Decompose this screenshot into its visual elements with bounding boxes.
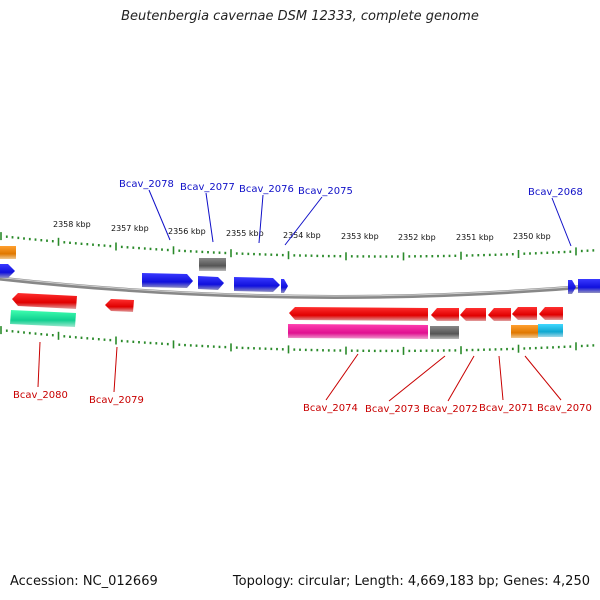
lower-tick-track [0, 326, 595, 355]
gene-label[interactable]: Bcav_2079 [89, 395, 144, 406]
upper-gene-labels: Bcav_2078 Bcav_2077 Bcav_2076 Bcav_2075 … [119, 179, 583, 247]
gene-forward[interactable] [142, 273, 193, 288]
gene-label[interactable]: Bcav_2068 [528, 187, 583, 198]
gene-forward[interactable] [198, 276, 224, 290]
gene-reverse[interactable] [105, 299, 134, 312]
leader-line [524, 355, 562, 401]
kbp-label: 2356 kbp [168, 227, 206, 236]
gene-reverse[interactable] [488, 308, 511, 321]
gene-forward[interactable] [281, 279, 288, 293]
leader-line [284, 196, 323, 246]
gene-label[interactable]: Bcav_2075 [298, 186, 353, 197]
leader-line [113, 346, 118, 393]
gene-label[interactable]: Bcav_2073 [365, 404, 420, 415]
gene-reverse[interactable] [512, 307, 537, 320]
gene-label[interactable]: Bcav_2077 [180, 182, 235, 193]
gene-label[interactable]: Bcav_2072 [423, 404, 478, 415]
gene-label[interactable]: Bcav_2076 [239, 184, 294, 195]
kbp-label: 2357 kbp [111, 224, 149, 233]
pseudogene[interactable] [430, 326, 459, 339]
gene-reverse[interactable] [289, 307, 428, 321]
gene-reverse[interactable] [539, 307, 563, 320]
leader-line [258, 194, 264, 244]
genome-backbone [0, 276, 600, 299]
rna-feature-orange[interactable] [0, 246, 16, 259]
upper-tick-track [0, 232, 595, 261]
gene-forward[interactable] [0, 264, 15, 278]
kbp-label: 2358 kbp [53, 220, 91, 229]
magenta-feature[interactable] [288, 324, 428, 339]
leader-line [205, 192, 214, 243]
gene-forward[interactable] [234, 277, 280, 292]
leader-line [388, 355, 446, 402]
upper-features [0, 246, 600, 294]
leader-line [551, 197, 572, 247]
genome-backbone-highlight [0, 277, 600, 297]
accession-text: Accession: NC_012669 [10, 574, 158, 589]
leader-line [447, 355, 475, 402]
kbp-scale: 2358 kbp 2357 kbp 2356 kbp 2355 kbp 2354… [53, 220, 551, 242]
lower-features [10, 293, 563, 339]
kbp-label: 2350 kbp [513, 232, 551, 241]
gene-label[interactable]: Bcav_2074 [303, 403, 358, 414]
gene-reverse[interactable] [460, 308, 486, 321]
gene-label[interactable]: Bcav_2071 [479, 403, 534, 414]
gene-reverse[interactable] [431, 308, 459, 321]
leader-line [325, 353, 359, 401]
kbp-label: 2355 kbp [226, 229, 264, 238]
leader-line [498, 355, 504, 401]
leader-line [37, 341, 41, 388]
kbp-label: 2353 kbp [341, 232, 379, 241]
gene-forward[interactable] [568, 280, 576, 294]
gene-label[interactable]: Bcav_2080 [13, 390, 68, 401]
green-feature[interactable] [10, 310, 76, 327]
gene-label[interactable]: Bcav_2078 [119, 179, 174, 190]
rna-feature-orange[interactable] [511, 325, 538, 338]
kbp-label: 2351 kbp [456, 233, 494, 242]
pseudogene[interactable] [199, 258, 226, 271]
lower-gene-labels: Bcav_2080 Bcav_2079 Bcav_2074 Bcav_2073 … [13, 341, 592, 415]
leader-line [148, 189, 171, 241]
gene-reverse[interactable] [12, 293, 77, 309]
topology-text: Topology: circular; Length: 4,669,183 bp… [232, 574, 590, 589]
gene-forward[interactable] [578, 279, 600, 293]
kbp-label: 2354 kbp [283, 231, 321, 240]
gene-label[interactable]: Bcav_2070 [537, 403, 592, 414]
kbp-label: 2352 kbp [398, 233, 436, 242]
genome-title: Beutenbergia cavernae DSM 12333, complet… [121, 9, 479, 24]
cyan-feature[interactable] [538, 324, 563, 337]
